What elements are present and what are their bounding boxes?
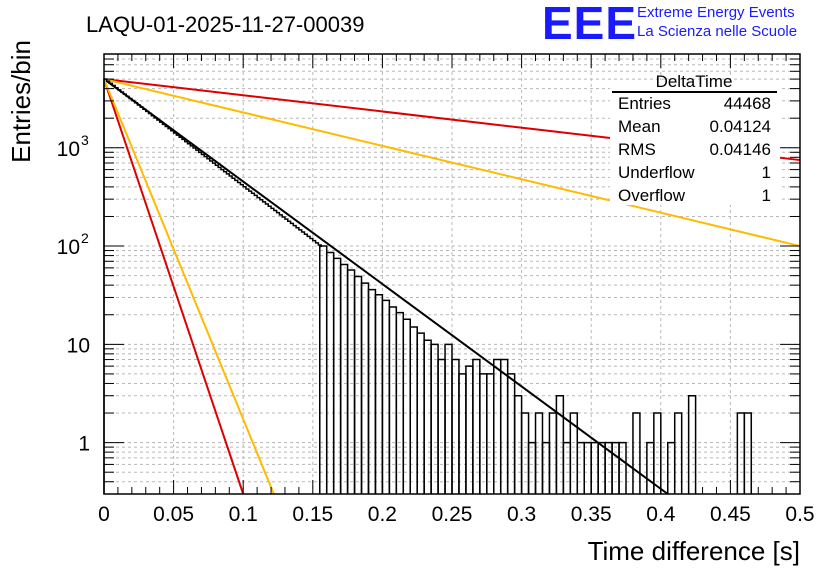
x-tick-label: 0.15 [292,503,333,526]
histogram-bin [513,394,523,494]
histogram-dense-segment [103,78,322,494]
histogram-bin [667,441,676,494]
stats-title: DeltaTime [656,72,733,91]
histogram-bin [472,358,481,494]
x-tick-label: 0.4 [646,503,676,526]
histogram-bin [402,318,411,494]
x-tick-label: 0 [98,503,110,526]
histogram-bin [597,441,606,494]
curve-orange-fast [103,78,275,495]
x-tick-label: 0.05 [153,503,194,526]
stats-box: DeltaTime Entries 44468 Mean 0.04124 RMS 0.04… [610,72,780,205]
histogram-bin [465,365,474,494]
chart-title: LAQU-01-2025-11-27-00039 [86,12,364,37]
histogram-bin [458,373,467,494]
x-tick-label: 0.35 [571,503,612,526]
stats-value: 1 [762,186,771,205]
x-tick-label: 0.45 [710,503,751,526]
histogram-bin [430,343,439,494]
histogram-bin [319,245,328,494]
histogram-bin [416,332,425,494]
histogram-bin [743,412,753,494]
histogram [103,78,753,494]
x-axis-label: Time difference [s] [588,536,800,566]
logo-line-1: Extreme Energy Events [637,4,795,21]
histogram-bin [444,343,453,494]
tick-labels: 0 0.05 0.1 0.15 0.2 0.25 0.3 0.35 0.4 0.45 0.5 1 10 1… [57,132,815,526]
histogram-bin [555,394,565,494]
histogram-bin [437,358,446,494]
stats-value: 1 [762,163,771,182]
x-tick-label: 0.25 [432,503,473,526]
stats-value: 0.04124 [710,117,771,136]
curve-red-fast [103,78,245,495]
histogram-bin [673,412,683,494]
histogram-bin [409,326,418,494]
stats-label: Entries [618,94,671,113]
stats-value: 44468 [724,94,771,113]
curve-fit [103,78,669,495]
histogram-bin [395,311,405,494]
y-tick-exponent: 2 [81,230,89,246]
histogram-bin [499,358,509,494]
x-tick-label: 0.2 [368,503,397,526]
histogram-bin [611,441,620,494]
histogram-bin [353,275,363,494]
histogram-bin [486,373,495,494]
x-tick-label: 0.3 [507,503,536,526]
y-axis-label: Entries/bin [6,40,36,163]
y-tick-exponent: 3 [81,132,89,148]
logo-line-2: La Scienza nelle Scuole [637,23,798,40]
histogram-bin [339,263,349,494]
y-tick-label: 10 [57,236,80,259]
x-tick-label: 0.1 [229,503,258,526]
histogram-bin [576,441,585,494]
stats-label: Overflow [618,186,686,205]
axis-ticks [103,53,801,495]
histogram-bin [632,412,641,494]
curve-orange-slow [103,78,801,248]
histogram-bin [562,441,572,494]
eee-logo: EEE [542,0,638,49]
histogram-bin [527,441,537,494]
histogram-bin [493,358,502,494]
x-tick-label: 0.5 [785,503,814,526]
histogram-bin [479,373,488,494]
histogram-bin [423,339,432,494]
histogram-bin [646,441,655,494]
y-tick-label: 1 [78,433,90,456]
histogram-bin [653,412,662,494]
histogram-bin [506,373,516,494]
histogram-bin [618,441,627,494]
stats-label: Underflow [618,163,695,182]
histogram-bin [451,358,460,494]
histogram-bin [346,269,356,494]
stats-value: 0.04146 [710,140,771,159]
histogram-bin [332,257,342,494]
histogram-bin [687,394,697,494]
histogram-bin [583,441,592,494]
y-tick-label: 10 [57,138,80,161]
histogram-bin [388,306,398,494]
y-tick-label: 10 [67,334,90,357]
histogram-bin [381,299,391,494]
stats-label: Mean [618,117,661,136]
stats-label: RMS [618,140,656,159]
histogram-bin [541,441,551,494]
histogram-bin [590,441,599,494]
histogram-bin [367,288,377,494]
